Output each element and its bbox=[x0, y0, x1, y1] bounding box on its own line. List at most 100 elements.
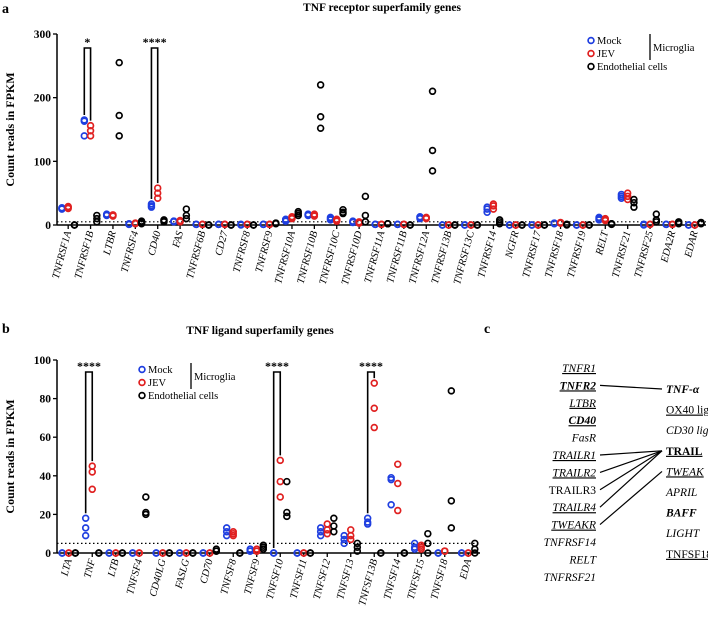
data-point bbox=[142, 508, 150, 517]
x-tick-label: LTB bbox=[106, 557, 122, 579]
receptor-label: FasR bbox=[571, 433, 596, 445]
data-point bbox=[212, 545, 221, 553]
x-tick-label: TNFRSF14 bbox=[476, 229, 499, 279]
x-tick-label: TNFRSF1B bbox=[73, 229, 96, 280]
data-point bbox=[428, 167, 437, 175]
x-tick-label: CD40LG bbox=[148, 558, 169, 598]
x-tick-label: CD27 bbox=[214, 229, 231, 257]
data-point bbox=[109, 211, 117, 219]
x-tick-label: TNFSF15 bbox=[406, 558, 427, 601]
y-tick-label: 100 bbox=[34, 156, 52, 168]
data-point bbox=[283, 512, 291, 521]
x-tick-label: TNFRSF17 bbox=[521, 229, 544, 279]
data-point bbox=[88, 468, 96, 476]
x-tick-label: TNFRSF13C bbox=[452, 229, 477, 286]
x-tick-label: TNFSF8 bbox=[219, 557, 239, 596]
x-tick-label: TNFRSF6B bbox=[185, 229, 208, 280]
data-point bbox=[115, 111, 123, 120]
data-point bbox=[563, 220, 571, 229]
x-tick-label: TNFRSF11B bbox=[385, 229, 410, 284]
data-point bbox=[93, 214, 101, 223]
receptor-ligand-link bbox=[599, 450, 663, 473]
legend-label: JEV bbox=[148, 378, 167, 389]
x-tick-label: TNFSF11 bbox=[288, 558, 309, 600]
x-tick-label: TNFRSF21 bbox=[611, 230, 634, 279]
significance-label: **** bbox=[77, 359, 101, 373]
data-point bbox=[323, 526, 332, 534]
x-tick-label: TNFSF13B bbox=[357, 557, 380, 607]
legend-marker bbox=[587, 49, 595, 58]
panel-letter: a bbox=[2, 2, 9, 17]
x-tick-label: CD40 bbox=[146, 229, 163, 257]
data-point bbox=[310, 210, 319, 218]
data-point bbox=[370, 423, 379, 432]
receptor-label: TNFRSF21 bbox=[544, 572, 596, 584]
data-point bbox=[64, 202, 72, 211]
x-tick-label: TNFSF12 bbox=[312, 557, 334, 601]
data-point bbox=[652, 210, 661, 218]
data-point bbox=[361, 211, 370, 220]
significance-label: **** bbox=[143, 35, 167, 49]
x-tick-label: EDAR bbox=[683, 229, 701, 259]
y-tick-label: 0 bbox=[45, 548, 51, 560]
data-point bbox=[540, 221, 549, 229]
data-point bbox=[607, 219, 616, 228]
legend-marker bbox=[587, 62, 595, 71]
data-point bbox=[330, 514, 338, 523]
data-point bbox=[422, 213, 431, 222]
data-point bbox=[340, 531, 348, 540]
data-point bbox=[269, 549, 278, 557]
panel-letter: b bbox=[2, 322, 10, 337]
data-point bbox=[176, 216, 184, 225]
data-point bbox=[283, 508, 291, 517]
data-point bbox=[623, 189, 632, 197]
data-point bbox=[115, 58, 123, 67]
data-point bbox=[316, 528, 325, 536]
receptor-label: TWEAKR bbox=[551, 520, 596, 532]
data-point bbox=[387, 501, 395, 509]
data-point bbox=[428, 146, 437, 155]
data-point bbox=[447, 524, 456, 532]
data-point bbox=[330, 528, 338, 536]
data-point bbox=[249, 221, 258, 229]
significance-bracket bbox=[272, 371, 282, 548]
legend-label: Endothelial cells bbox=[148, 391, 218, 402]
data-point bbox=[276, 477, 285, 486]
data-point bbox=[428, 87, 437, 96]
data-point bbox=[80, 116, 89, 124]
ligand-label: APRIL bbox=[665, 487, 697, 499]
data-point bbox=[115, 132, 123, 140]
x-tick-label: TNFRSF11A bbox=[363, 229, 388, 284]
legend-marker bbox=[587, 36, 595, 45]
data-point bbox=[95, 549, 103, 557]
ligand-label: TWEAK bbox=[666, 466, 705, 478]
data-point bbox=[410, 539, 419, 548]
data-point bbox=[518, 221, 526, 229]
data-point bbox=[347, 526, 355, 534]
y-tick-label: 300 bbox=[34, 29, 52, 41]
data-point bbox=[165, 549, 174, 557]
x-tick-label: TNFSF9 bbox=[243, 557, 263, 596]
data-point bbox=[160, 216, 168, 224]
data-point bbox=[424, 529, 432, 538]
data-point bbox=[384, 219, 392, 228]
x-tick-label: TNFSF18 bbox=[429, 557, 451, 601]
receptor-label: TNFR2 bbox=[560, 380, 597, 392]
data-point bbox=[387, 473, 395, 482]
x-tick-label: TNFRSF9 bbox=[254, 229, 276, 274]
data-point bbox=[339, 205, 347, 214]
receptor-label: TRAILR2 bbox=[553, 467, 597, 479]
data-point bbox=[182, 214, 191, 223]
data-point bbox=[326, 213, 335, 222]
data-point bbox=[601, 214, 610, 223]
data-point bbox=[585, 221, 593, 229]
data-point bbox=[495, 216, 504, 224]
data-point bbox=[81, 514, 90, 523]
data-point bbox=[86, 121, 95, 130]
data-point bbox=[471, 549, 479, 557]
panel-c: c TNFR1 TNFR2 LTBR CD40 FasR TRAILR1 TRAILR2 TRA… bbox=[484, 322, 708, 584]
legend-marker bbox=[138, 365, 146, 374]
data-point bbox=[361, 192, 370, 201]
data-point bbox=[400, 549, 409, 557]
receptor-ligand-link bbox=[599, 450, 663, 456]
